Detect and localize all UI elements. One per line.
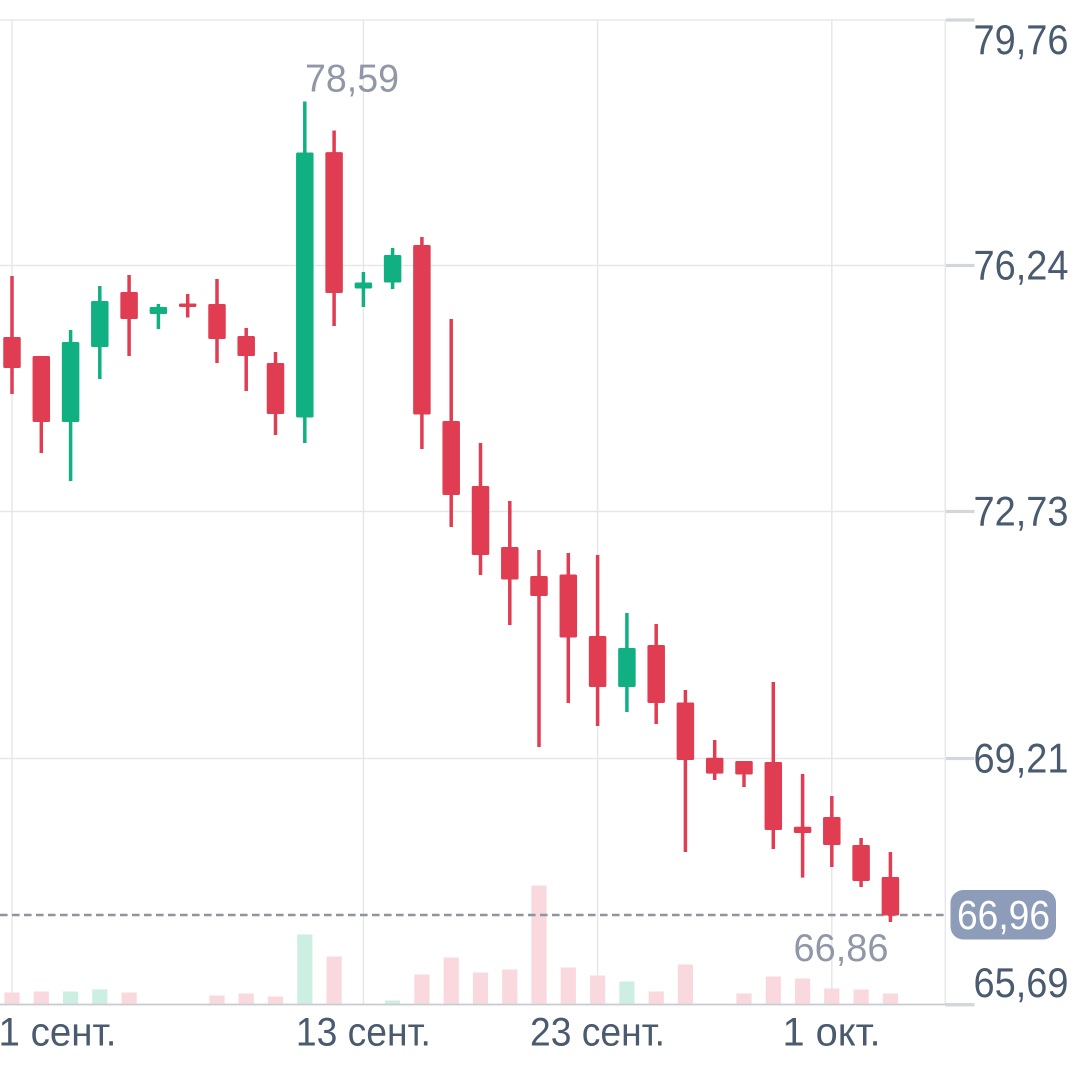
svg-text:66,96: 66,96 (957, 892, 1050, 938)
svg-text:1 окт.: 1 окт. (783, 1011, 881, 1055)
svg-text:78,59: 78,59 (305, 58, 399, 101)
svg-text:13 сент.: 13 сент. (296, 1011, 431, 1055)
svg-text:72,73: 72,73 (974, 487, 1069, 534)
svg-text:79,76: 79,76 (974, 16, 1069, 63)
svg-text:23 сент.: 23 сент. (530, 1011, 665, 1055)
svg-text:66,86: 66,86 (794, 927, 889, 970)
svg-text:65,69: 65,69 (974, 959, 1069, 1006)
svg-text:76,24: 76,24 (974, 241, 1069, 288)
svg-text:1 сент.: 1 сент. (0, 1011, 117, 1055)
svg-text:69,21: 69,21 (974, 734, 1069, 781)
